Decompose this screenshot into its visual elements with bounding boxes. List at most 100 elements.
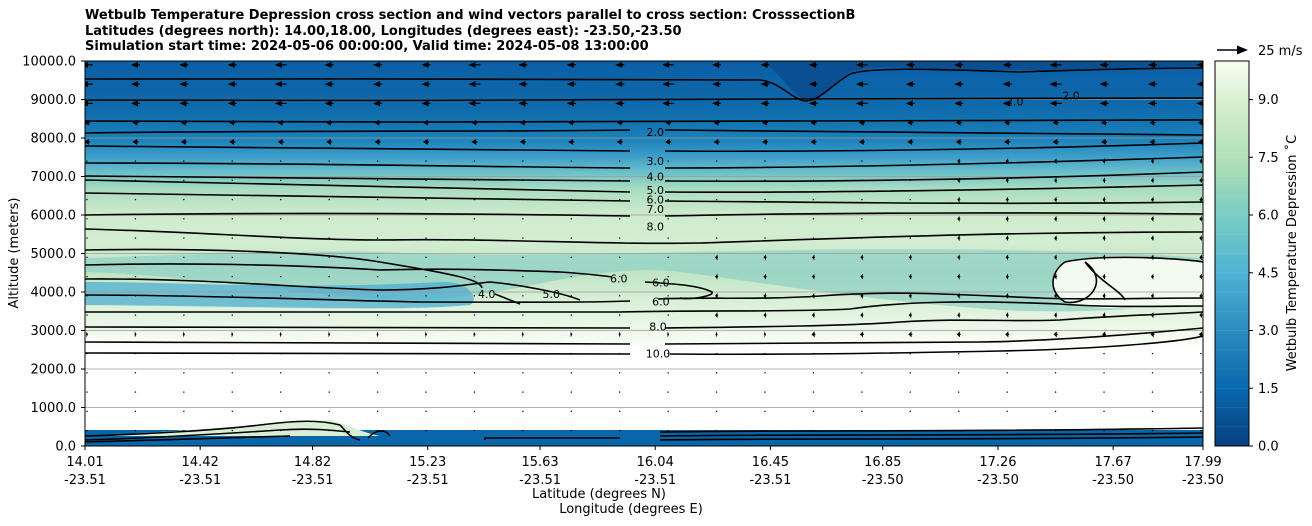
wind-vector [861, 372, 863, 374]
quiver-key-arrow-head [1237, 45, 1248, 55]
wind-vector [473, 391, 476, 393]
wind-vector-head [665, 138, 670, 145]
wind-vector [328, 160, 330, 162]
wind-vector-head [473, 331, 476, 338]
wind-vector-head [468, 81, 476, 88]
colorbar-tick-label: 1.5 [1258, 382, 1279, 397]
wind-vector-head [373, 81, 381, 88]
wind-vector [909, 391, 912, 393]
wind-vector [134, 391, 137, 393]
wind-vector [86, 218, 88, 220]
y-tick-label: 1000.0 [31, 401, 77, 416]
wind-vector [861, 218, 863, 220]
wind-vector [667, 218, 669, 220]
colorbar-tick-label: 4.5 [1258, 266, 1279, 281]
wind-vector [134, 198, 137, 201]
wind-vector [715, 391, 718, 393]
wind-vector-head [1150, 177, 1154, 184]
wind-vector-head [468, 61, 476, 68]
wind-vector [667, 391, 669, 393]
wind-vector [1054, 352, 1057, 355]
wind-vector [667, 372, 669, 374]
contour-line-1 [85, 67, 1203, 102]
wind-vector [183, 198, 185, 201]
x-tick-label-lon: -23.51 [292, 473, 334, 488]
wind-vector [86, 391, 88, 393]
colorbar-label: Wetbulb Temperature Depression ˚C [1284, 135, 1300, 372]
wind-vector [376, 314, 379, 316]
wind-vector [183, 275, 185, 278]
quiver-key: 25 m/s [1217, 44, 1303, 59]
wind-vector [909, 410, 912, 413]
wind-vector [183, 391, 185, 393]
wind-vector [522, 410, 524, 413]
wind-vector [619, 372, 621, 374]
wind-vector-head [1005, 235, 1009, 242]
wind-vector [958, 372, 960, 374]
wind-vector-head [1049, 61, 1057, 68]
x-tick-label-lat: 17.26 [979, 455, 1016, 470]
wind-vector [619, 237, 621, 239]
wind-vector [425, 372, 427, 374]
wind-vector [376, 160, 379, 162]
wind-vector [328, 275, 330, 278]
wind-vector-head [957, 254, 960, 261]
wind-vector-head [1054, 273, 1057, 280]
wind-vector-head [1054, 196, 1057, 203]
wind-vector-head [421, 100, 429, 107]
wind-vector [570, 372, 572, 374]
wind-vector [425, 391, 427, 393]
wind-vector-head [1197, 119, 1203, 126]
x-tick-label-lat: 17.67 [1095, 455, 1132, 470]
wind-vector-head [518, 100, 526, 107]
wind-vector [376, 391, 379, 393]
wind-vector-head [1099, 100, 1107, 107]
contour-label: 2.0 [1006, 95, 1024, 108]
wind-vector-head [179, 61, 187, 68]
wind-vector-head [570, 331, 573, 338]
contour-label: 5.0 [543, 288, 561, 301]
wind-vector [909, 237, 912, 239]
wind-vector [619, 218, 621, 220]
wind-vector [183, 410, 185, 413]
colorbar-tick-label: 6.0 [1258, 209, 1279, 224]
wind-vector-head [471, 138, 477, 145]
wind-vector-head [763, 312, 766, 319]
x-tick-label-lat: 14.01 [66, 455, 103, 470]
contour-line-4 [85, 156, 1203, 169]
wind-vector-head [568, 138, 574, 145]
contour-line-dry-pocket-inner [1084, 261, 1126, 301]
wind-vector-head [855, 61, 863, 68]
wind-vector [667, 256, 669, 259]
wind-vector [570, 160, 572, 162]
colorbar-tick-label: 7.5 [1258, 151, 1279, 166]
wind-vector [1103, 410, 1105, 413]
wind-vector-head [1102, 292, 1105, 299]
wind-vector [522, 256, 524, 259]
contour-line-surface-2 [85, 428, 351, 441]
wind-vector [570, 410, 572, 413]
wind-vector-head [760, 81, 768, 88]
wind-vector [715, 372, 718, 374]
y-tick-label: 5000.0 [31, 247, 77, 262]
wind-vector [522, 391, 524, 393]
wind-vector [86, 410, 88, 413]
wind-vector-head [956, 331, 960, 338]
wind-vector [231, 160, 233, 162]
wind-vector [1006, 391, 1008, 393]
wind-vector [328, 410, 330, 413]
wind-vector-head [468, 100, 476, 107]
wind-vector-head [1149, 138, 1155, 145]
wind-vector-head [1147, 81, 1155, 88]
wind-vector-head [376, 331, 379, 338]
wind-vector-head [1199, 312, 1202, 319]
wind-vector-head [423, 138, 428, 145]
wind-vector [231, 218, 233, 220]
contour-line-6-south [85, 292, 1203, 304]
wind-vector [667, 198, 669, 201]
wind-vector [812, 218, 815, 220]
x-tick-label-lat: 15.23 [409, 455, 446, 470]
wind-vector [1006, 372, 1008, 374]
contour-line-6 [85, 179, 1203, 193]
wind-vector [861, 410, 863, 413]
